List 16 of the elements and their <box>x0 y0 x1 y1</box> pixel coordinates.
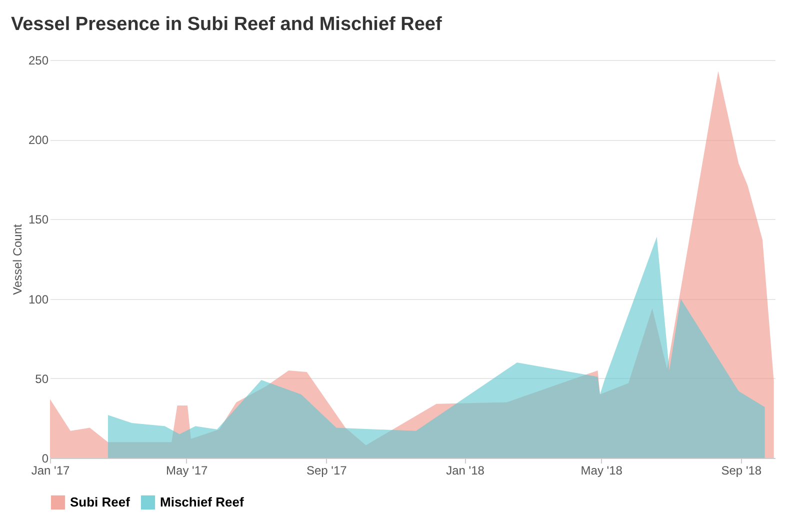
x-tick-label: May '17 <box>166 464 208 478</box>
legend-label: Subi Reef <box>70 494 131 510</box>
chart-title: Vessel Presence in Subi Reef and Mischief Reef <box>10 14 442 35</box>
legend-label: Mischief Reef <box>160 494 244 510</box>
y-tick-label: 150 <box>28 212 49 227</box>
x-tick-label: Jan '17 <box>31 464 70 478</box>
x-tick-label: May '18 <box>580 464 623 478</box>
y-tick-label: 0 <box>42 452 49 466</box>
x-tick-label: Sep '18 <box>721 464 762 478</box>
y-axis-title: Vessel Count <box>10 223 24 295</box>
y-tick-label: 50 <box>35 372 49 386</box>
x-tick-label: Jan '18 <box>446 464 485 478</box>
x-tick-label: Sep '17 <box>306 464 348 478</box>
y-tick-label: 250 <box>28 54 49 68</box>
y-tick-label: 100 <box>28 292 49 306</box>
y-tick-label: 200 <box>28 133 49 148</box>
